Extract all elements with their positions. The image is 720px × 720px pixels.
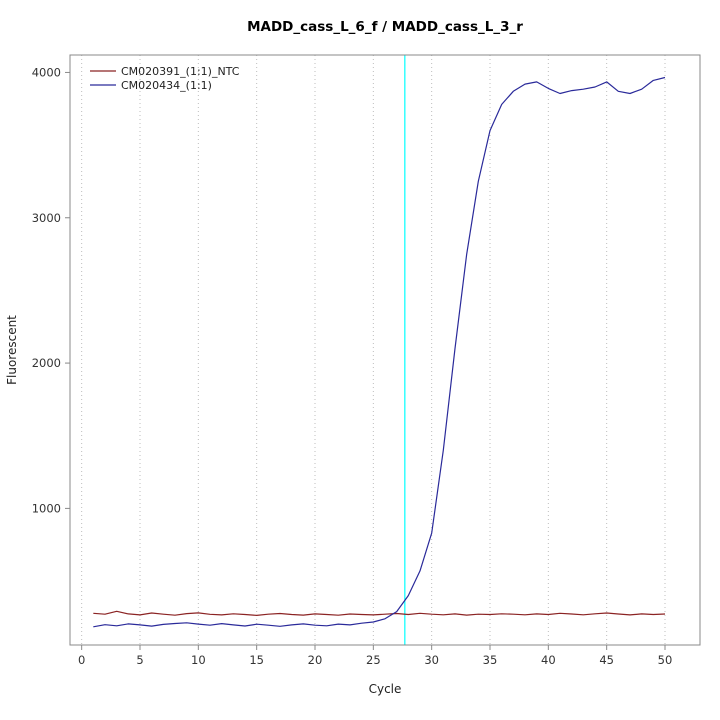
legend: CM020391_(1:1)_NTC CM020434_(1:1)	[90, 65, 240, 92]
x-tick-label: 30	[424, 653, 439, 667]
x-tick-label: 20	[308, 653, 323, 667]
x-tick-label: 0	[78, 653, 85, 667]
y-tick-label: 4000	[32, 65, 61, 79]
legend-label-sample: CM020434_(1:1)	[121, 79, 212, 92]
y-tick-label: 1000	[32, 501, 61, 515]
x-tick-label: 10	[191, 653, 206, 667]
x-tick-label: 50	[658, 653, 673, 667]
x-axis-label: Cycle	[369, 682, 402, 696]
x-tick-label: 35	[483, 653, 498, 667]
chart-title: MADD_cass_L_6_f / MADD_cass_L_3_r	[247, 19, 523, 35]
y-axis-label: Fluorescent	[5, 315, 19, 385]
x-tick-label: 15	[249, 653, 264, 667]
series-line-1	[93, 76, 666, 628]
y-tick-label: 2000	[32, 356, 61, 370]
x-tick-label: 5	[136, 653, 143, 667]
series-line-0	[93, 610, 666, 617]
x-tick-label: 45	[599, 653, 614, 667]
plot-border	[69, 54, 701, 646]
x-tick-label: 25	[366, 653, 381, 667]
legend-label-ntc: CM020391_(1:1)_NTC	[121, 65, 240, 78]
plot-geometry: 0 5 10 15 20 25 30 35 40 45 50 1000 2000 3000 4000	[32, 54, 701, 667]
plot-overlay: MADD_cass_L_6_f / MADD_cass_L_3_r Cycle …	[5, 19, 523, 696]
y-tick-label: 3000	[32, 211, 61, 225]
x-tick-label: 40	[541, 653, 556, 667]
